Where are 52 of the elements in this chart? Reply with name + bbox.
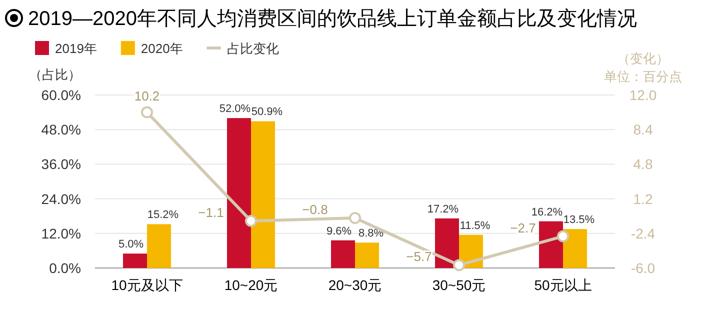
bar — [147, 224, 171, 268]
point — [557, 230, 569, 242]
legend-label: 占比变化 — [226, 41, 279, 56]
x-tick-label: 30~50元 — [432, 277, 486, 293]
data-label: 52.0% — [219, 103, 251, 116]
y2-axis-title: （变化） — [617, 51, 669, 66]
y2-tick-label: -2.4 — [630, 225, 656, 242]
y-tick-label: 0.0% — [49, 260, 81, 276]
bar — [251, 121, 275, 268]
y2-tick-label: 12.0 — [629, 87, 657, 103]
x-tick-label: 10元及以下 — [111, 277, 183, 293]
text: 单位：百分点 — [604, 69, 682, 84]
y-tick-label: 60.0% — [41, 87, 81, 103]
x-tick-label: 50元以上 — [534, 277, 592, 293]
data-label: 50.9% — [251, 106, 283, 118]
legend-label: 2019年 — [55, 41, 97, 56]
legend-label: 2020年 — [140, 41, 183, 56]
data-label: 10.2 — [134, 88, 160, 104]
bar — [331, 240, 355, 268]
data-label: 9.6% — [326, 225, 352, 238]
y-tick-label: 48.0% — [41, 122, 81, 138]
data-label: −5.7 — [406, 249, 432, 264]
data-label: −1.1 — [198, 204, 224, 220]
x-tick-label: 20~30元 — [328, 277, 382, 293]
y2-tick-label: 8.4 — [633, 122, 653, 138]
data-label: 17.2% — [427, 203, 459, 216]
data-label: −2.7 — [510, 220, 536, 236]
y-axis-title: （占比） — [29, 67, 81, 82]
point — [141, 106, 153, 118]
y2-tick-label: 1.2 — [633, 190, 653, 207]
data-label: 11.5% — [460, 220, 490, 232]
chart-title: 2019—2020年不同人均消费区间的饮品线上订单金额占比及变化情况 — [28, 8, 637, 30]
data-label: 5.0% — [118, 238, 144, 251]
x-tick-label: 10~20元 — [224, 277, 278, 293]
y-tick-label: 12.0% — [41, 225, 81, 242]
data-label: −0.8 — [302, 202, 328, 218]
bar — [123, 254, 147, 268]
bar — [435, 218, 459, 268]
y2-tick-label: -6.0 — [630, 260, 656, 276]
data-label: 16.2% — [531, 206, 563, 218]
y-tick-label: 24.0% — [41, 190, 81, 207]
data-label: 8.8% — [358, 228, 384, 240]
data-label: 15.2% — [147, 209, 179, 222]
data-label: 13.5% — [563, 214, 595, 226]
point — [245, 214, 257, 227]
y-tick-label: 36.0% — [41, 156, 81, 172]
bar — [563, 229, 587, 268]
point — [453, 259, 465, 272]
bar — [227, 118, 251, 268]
point — [349, 212, 361, 224]
y2-tick-label: 4.8 — [633, 156, 653, 172]
bar — [355, 242, 379, 268]
